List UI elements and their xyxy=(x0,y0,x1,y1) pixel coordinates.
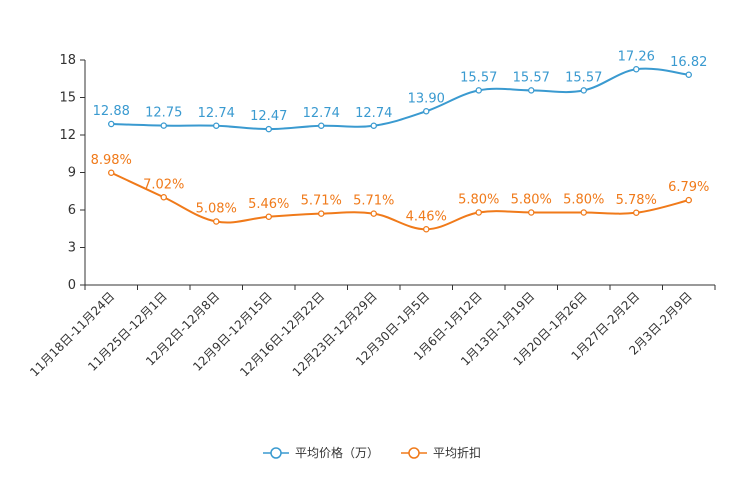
data-label: 15.57 xyxy=(565,70,602,85)
legend-label-avg-discount: 平均折扣 xyxy=(433,446,482,460)
data-label: 13.90 xyxy=(408,91,445,106)
data-point xyxy=(580,87,588,94)
data-point xyxy=(212,122,220,130)
data-label: 4.46% xyxy=(406,209,447,224)
line-chart: 036912151811月18日-11月24日11月25日-12月1日12月2日… xyxy=(27,49,716,379)
data-point xyxy=(422,108,430,115)
data-label: 8.98% xyxy=(91,153,132,168)
data-label: 12.75 xyxy=(145,106,182,121)
data-point xyxy=(265,213,272,220)
data-point xyxy=(160,122,167,129)
y-tick-label: 18 xyxy=(59,53,76,68)
legend-label-avg-price: 平均价格（万） xyxy=(294,446,379,460)
data-label: 5.80% xyxy=(458,193,499,208)
data-point xyxy=(370,122,377,130)
series-line-0 xyxy=(111,67,689,131)
data-label: 15.57 xyxy=(513,70,550,85)
data-point xyxy=(528,209,535,216)
data-point xyxy=(212,218,220,225)
data-label: 5.80% xyxy=(511,193,552,208)
x-tick-label: 11月18日-11月24日 xyxy=(27,289,117,379)
data-point xyxy=(422,225,430,233)
legend-line-circle-icon xyxy=(401,446,427,459)
data-point xyxy=(317,210,325,217)
legend-line-circle-icon xyxy=(262,446,289,459)
y-tick-label: 12 xyxy=(59,128,76,143)
data-label: 5.80% xyxy=(563,193,604,208)
axes-layer: 036912151811月18日-11月24日11月25日-12月1日12月2日… xyxy=(27,53,716,379)
data-point xyxy=(633,209,640,216)
data-point xyxy=(685,196,693,204)
data-label: 5.71% xyxy=(301,194,342,209)
data-point xyxy=(108,169,115,176)
legend-item-avg-discount[interactable]: 平均折扣 xyxy=(401,444,481,461)
data-label: 12.47 xyxy=(250,109,287,124)
data-labels-layer: 12.88 12.75 12.74 12.47 12.74 12.74 13.90 15.57… xyxy=(91,49,710,224)
data-label: 7.02% xyxy=(143,177,184,192)
data-point xyxy=(475,209,482,216)
series-layer xyxy=(108,66,693,233)
data-point xyxy=(370,210,377,217)
data-point xyxy=(265,125,272,133)
data-point xyxy=(108,120,115,128)
data-label: 12.88 xyxy=(93,104,130,119)
data-label: 5.71% xyxy=(353,194,394,209)
y-tick-label: 6 xyxy=(68,203,76,218)
y-tick-label: 0 xyxy=(68,278,76,293)
data-label: 16.82 xyxy=(670,55,707,70)
data-label: 17.26 xyxy=(618,49,655,64)
series-line-1 xyxy=(110,171,689,231)
data-point xyxy=(580,209,588,216)
y-tick-label: 15 xyxy=(59,91,76,106)
data-label: 6.79% xyxy=(668,180,709,195)
data-point xyxy=(160,193,167,201)
y-tick-label: 3 xyxy=(68,241,76,256)
data-point xyxy=(633,66,640,73)
data-label: 5.78% xyxy=(616,193,657,208)
data-label: 5.08% xyxy=(196,202,237,217)
data-point xyxy=(475,87,482,94)
legend-item-avg-price[interactable]: 平均价格（万） xyxy=(262,444,379,461)
data-label: 15.57 xyxy=(460,70,497,85)
data-point xyxy=(528,87,535,94)
y-tick-label: 9 xyxy=(68,166,76,181)
data-label: 12.74 xyxy=(198,106,235,121)
data-label: 12.74 xyxy=(303,106,340,121)
legend: 平均价格（万） 平均折扣 xyxy=(0,444,744,461)
data-label: 5.46% xyxy=(248,197,289,212)
data-point xyxy=(685,71,693,79)
data-point xyxy=(317,122,325,130)
data-label: 12.74 xyxy=(355,106,392,121)
